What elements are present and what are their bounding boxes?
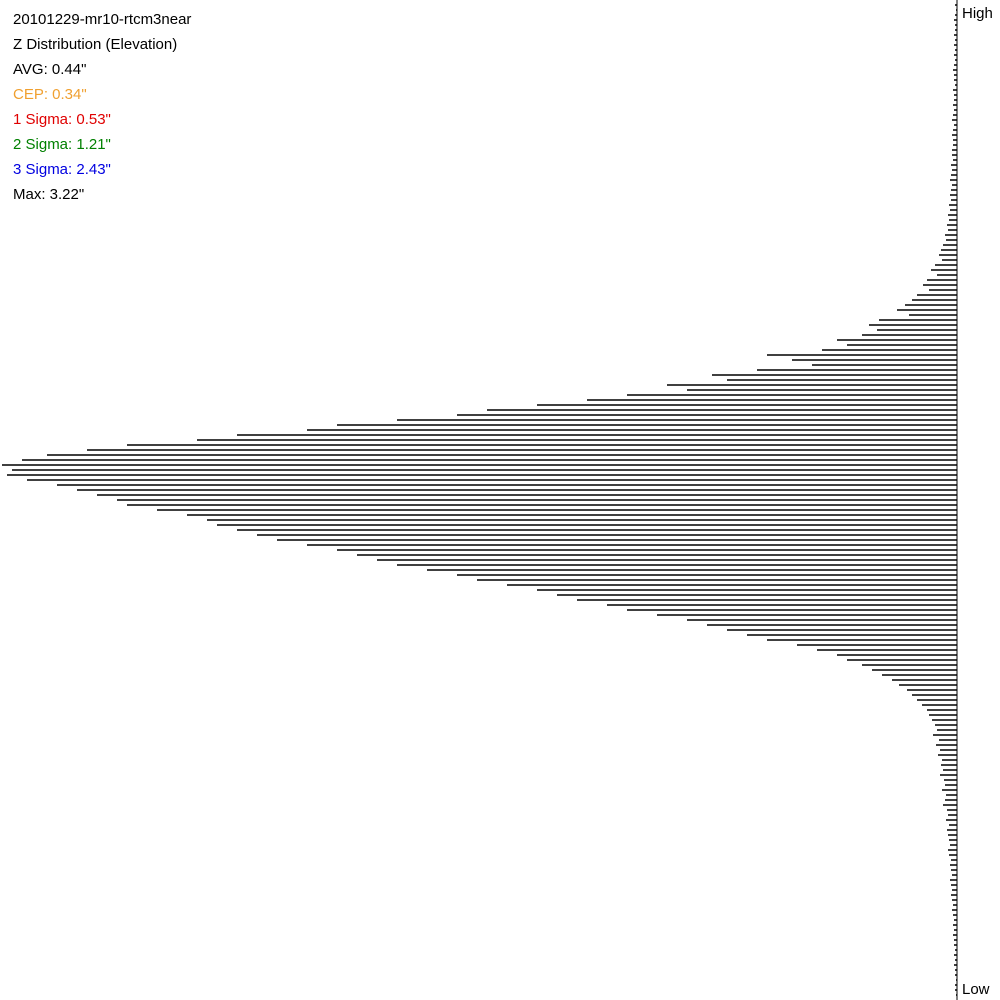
stat-line: 3 Sigma: 2.43": [13, 161, 111, 178]
stat-line: Max: 3.22": [13, 186, 84, 203]
chart-subtitle: Z Distribution (Elevation): [13, 36, 177, 53]
stat-line: 2 Sigma: 1.21": [13, 136, 111, 153]
axis-bottom-label: Low: [962, 981, 990, 998]
stat-line: 1 Sigma: 0.53": [13, 111, 111, 128]
chart-title: 20101229-mr10-rtcm3near: [13, 11, 191, 28]
stat-line: CEP: 0.34": [13, 86, 87, 103]
axis-top-label: High: [962, 5, 993, 22]
stat-line: AVG: 0.44": [13, 61, 86, 78]
